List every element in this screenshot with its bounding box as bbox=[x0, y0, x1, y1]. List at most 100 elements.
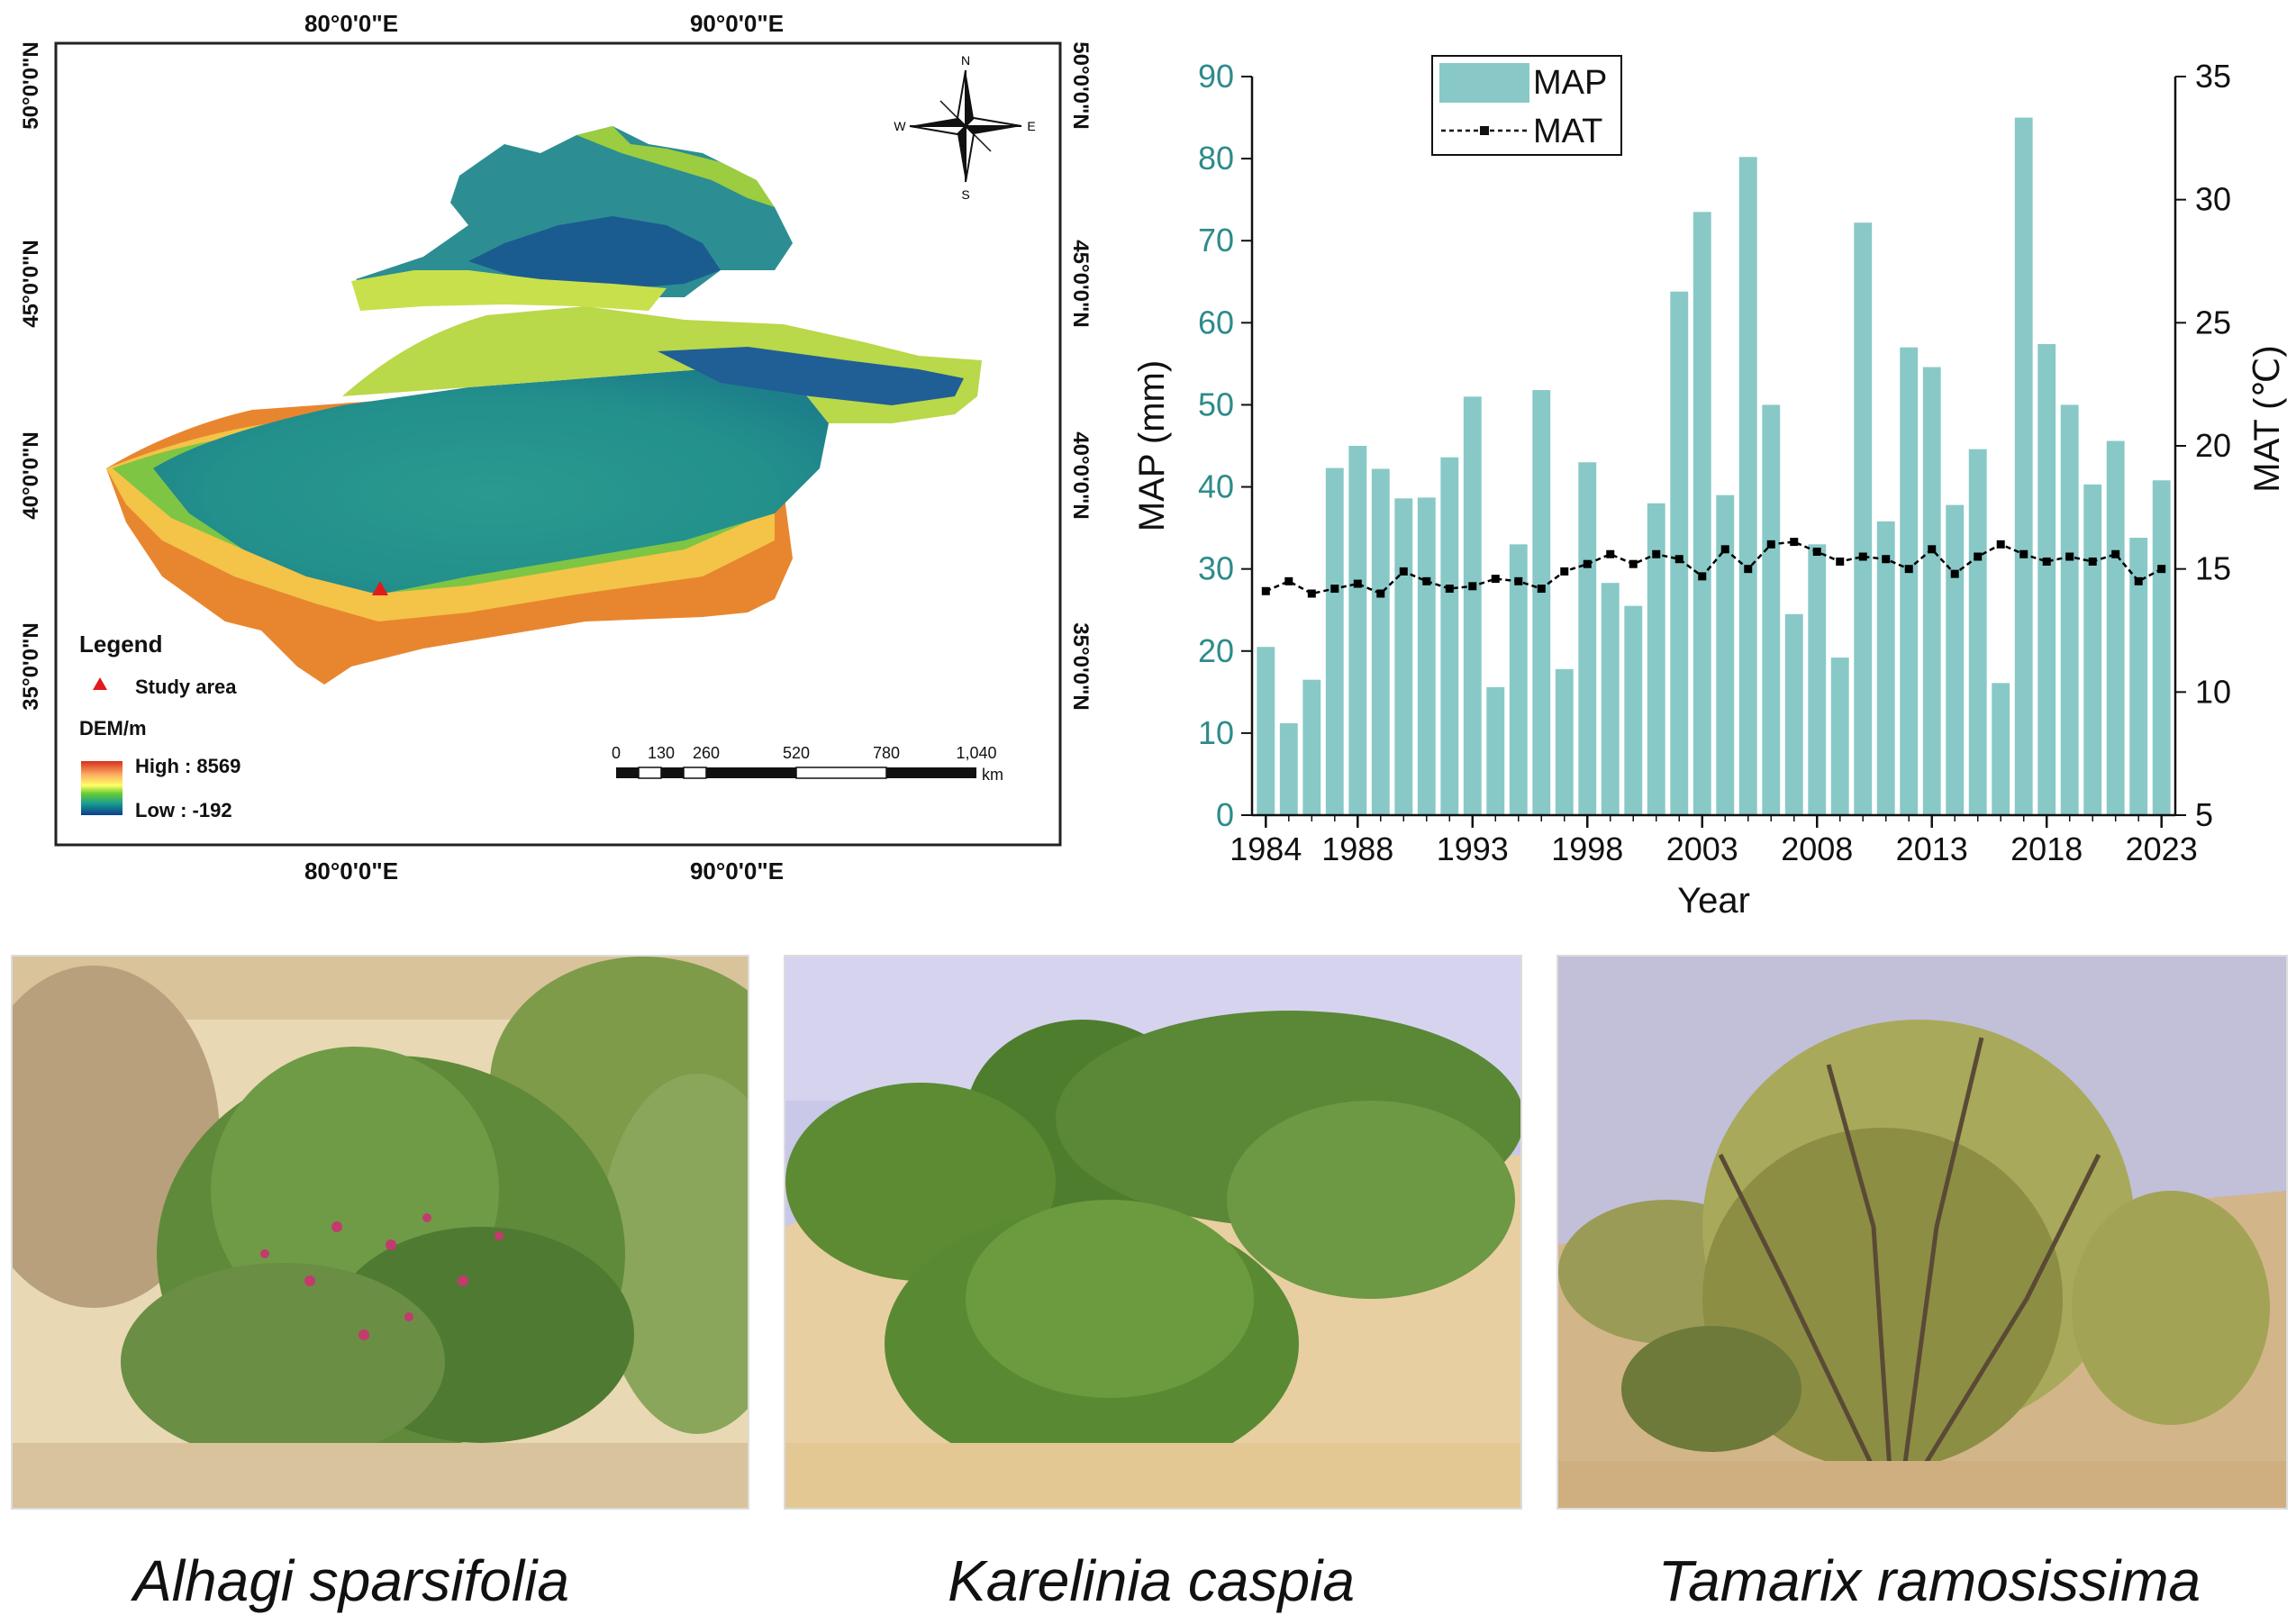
mat-point-2003 bbox=[1698, 572, 1707, 581]
map-bar-2016 bbox=[1992, 683, 2010, 815]
xtick-label-1993: 1993 bbox=[1437, 830, 1509, 867]
ytick-label-40: 40 bbox=[1198, 468, 1234, 505]
map-lat-labels-right: 50°0'0"N 45°0'0"N 40°0'0"N 35°0'0"N bbox=[1068, 41, 1093, 710]
mat-point-1999 bbox=[1606, 549, 1615, 558]
map-bar-2010 bbox=[1854, 222, 1873, 815]
map-lon-label-bottom-80: 80°0'0"E bbox=[304, 857, 398, 885]
ytick-label-20: 20 bbox=[1198, 632, 1234, 669]
ytick-label-0: 0 bbox=[1216, 796, 1234, 833]
map-bars bbox=[1257, 117, 2171, 816]
mat-point-1995 bbox=[1514, 576, 1523, 585]
map-region-altai bbox=[576, 126, 775, 207]
map-bar-1991 bbox=[1417, 497, 1436, 815]
y2tick-label-25: 25 bbox=[2195, 304, 2231, 340]
mat-line bbox=[1261, 538, 2166, 598]
scale-unit: km bbox=[982, 766, 1003, 784]
map-lat-label-right-50: 50°0'0"N bbox=[1068, 41, 1093, 129]
map-lat-label-left-35: 35°0'0"N bbox=[19, 622, 43, 710]
map-bar-2003 bbox=[1693, 212, 1711, 816]
ytick-label-90: 90 bbox=[1198, 58, 1234, 95]
photo-karelinia-caspia bbox=[784, 955, 1522, 1510]
chart-legend: MAP MAT bbox=[1431, 55, 1622, 156]
mat-point-2016 bbox=[1996, 540, 2005, 549]
map-bar-1989 bbox=[1371, 468, 1390, 815]
ytick-label-70: 70 bbox=[1198, 222, 1234, 259]
compass-w: W bbox=[894, 119, 906, 133]
mat-point-1994 bbox=[1491, 575, 1500, 584]
map-bar-2014 bbox=[1946, 504, 1965, 815]
mat-point-2020 bbox=[2088, 557, 2097, 566]
y2tick-label-5: 5 bbox=[2195, 796, 2213, 833]
map-bar-2017 bbox=[2014, 117, 2033, 816]
mat-point-2019 bbox=[2065, 552, 2074, 561]
map-region-west-spine bbox=[351, 270, 667, 311]
mat-point-1989 bbox=[1376, 589, 1385, 598]
xtick-label-2003: 2003 bbox=[1666, 830, 1738, 867]
xtick-label-1984: 1984 bbox=[1230, 830, 1302, 867]
caption-karelinia-caspia: Karelinia caspia bbox=[948, 1548, 1355, 1613]
mat-point-2008 bbox=[1812, 548, 1821, 557]
mat-point-1986 bbox=[1307, 589, 1316, 598]
mat-point-2011 bbox=[1882, 555, 1891, 564]
scale-bar: 0 130 260 520 780 1,040 km bbox=[612, 744, 1003, 784]
map-bar-2004 bbox=[1716, 494, 1735, 815]
mat-point-1997 bbox=[1560, 567, 1569, 576]
mat-point-2015 bbox=[1974, 552, 1983, 561]
xtick-label-2023: 2023 bbox=[2126, 830, 2198, 867]
map-legend-study-area: Study area bbox=[135, 676, 237, 698]
y2tick-label-35: 35 bbox=[2195, 58, 2231, 95]
map-region-turpan-basin bbox=[658, 347, 964, 405]
mat-point-1987 bbox=[1330, 585, 1339, 594]
map-bar-1990 bbox=[1394, 498, 1413, 815]
ytick-label-50: 50 bbox=[1198, 386, 1234, 422]
legend-map-label: MAP bbox=[1533, 64, 1607, 102]
caption-alhagi-sparsifolia: Alhagi sparsifolia bbox=[133, 1548, 569, 1613]
map-lat-label-left-40: 40°0'0"N bbox=[19, 431, 43, 519]
scale-tick-130: 130 bbox=[648, 744, 675, 762]
mat-point-2010 bbox=[1858, 552, 1867, 561]
caption-tamarix-ramosissima: Tamarix ramosissima bbox=[1657, 1548, 2201, 1613]
climate-chart: 0 10 20 30 40 50 60 70 80 90 5 10 15 20 25 30 35 1984 1988… bbox=[1132, 55, 2287, 921]
map-bar-2021 bbox=[2106, 440, 2125, 815]
mat-point-1998 bbox=[1583, 559, 1592, 568]
map-lon-label-top-90: 90°0'0"E bbox=[690, 10, 784, 37]
compass-e: E bbox=[1027, 119, 1035, 133]
mat-point-2021 bbox=[2111, 549, 2120, 558]
mat-point-1996 bbox=[1537, 585, 1546, 594]
scale-tick-0: 0 bbox=[612, 744, 621, 762]
mat-point-1993 bbox=[1468, 582, 1477, 591]
map-lat-label-right-35: 35°0'0"N bbox=[1068, 622, 1093, 710]
legend-study-area-icon bbox=[93, 677, 107, 690]
map-bar-1984 bbox=[1257, 647, 1275, 815]
scale-tick-1040: 1,040 bbox=[956, 744, 996, 762]
map-bar-1998 bbox=[1578, 462, 1597, 815]
mat-series-line bbox=[1265, 540, 2163, 595]
mat-point-2002 bbox=[1674, 555, 1683, 564]
y-axis-right-title: MAT (℃) bbox=[2247, 345, 2287, 492]
y2tick-label-20: 20 bbox=[2195, 427, 2231, 464]
xtick-label-2008: 2008 bbox=[1781, 830, 1853, 867]
map-svg: 80°0'0"E 90°0'0"E 80°0'0"E 90°0'0"E 50°0… bbox=[19, 10, 1093, 885]
map-bar-2005 bbox=[1738, 157, 1757, 816]
map-bar-2001 bbox=[1647, 503, 1665, 815]
mat-point-2014 bbox=[1950, 569, 1959, 578]
map-bar-1995 bbox=[1509, 544, 1528, 815]
map-legend-dem-title: DEM/m bbox=[79, 717, 147, 739]
mat-point-1991 bbox=[1422, 576, 1431, 585]
map-lat-label-right-40: 40°0'0"N bbox=[1068, 431, 1093, 519]
map-lat-label-left-50: 50°0'0"N bbox=[19, 41, 43, 129]
map-panel: 80°0'0"E 90°0'0"E 80°0'0"E 90°0'0"E 50°0… bbox=[0, 0, 1108, 910]
map-bar-1992 bbox=[1440, 457, 1459, 815]
ytick-label-30: 30 bbox=[1198, 550, 1234, 587]
xtick-label-1988: 1988 bbox=[1321, 830, 1393, 867]
map-bar-2008 bbox=[1808, 544, 1827, 815]
map-region-dzungaria-core bbox=[468, 216, 721, 288]
mat-point-1984 bbox=[1261, 586, 1270, 595]
mat-point-2006 bbox=[1766, 540, 1775, 549]
mat-point-2000 bbox=[1629, 559, 1638, 568]
y2tick-label-30: 30 bbox=[2195, 181, 2231, 218]
ytick-label-80: 80 bbox=[1198, 140, 1234, 177]
map-bar-1997 bbox=[1555, 668, 1574, 815]
y2tick-label-10: 10 bbox=[2195, 673, 2231, 710]
mat-point-2018 bbox=[2042, 557, 2051, 566]
